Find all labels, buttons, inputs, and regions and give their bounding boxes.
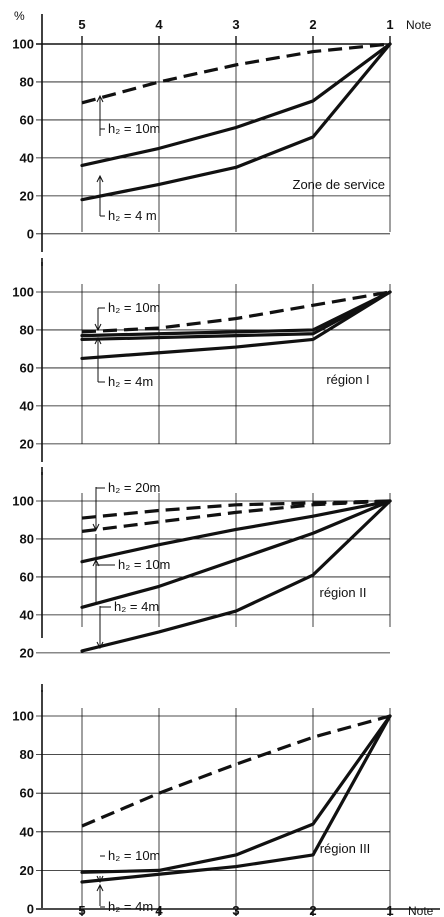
region-label: région I bbox=[326, 372, 369, 387]
annotation-arrow bbox=[96, 641, 104, 650]
region-label: région II bbox=[320, 585, 367, 600]
annotation-arrow bbox=[92, 558, 100, 567]
annotation-label: h₂ = 4 m bbox=[108, 208, 157, 223]
series-line bbox=[80, 290, 392, 361]
y-tick-label: 20 bbox=[20, 863, 34, 878]
series-line bbox=[81, 499, 391, 533]
x-tick-label-top: 1 bbox=[386, 17, 393, 32]
annotation-arrow bbox=[96, 174, 104, 183]
series-line bbox=[80, 499, 392, 653]
region-label: région III bbox=[320, 841, 371, 856]
y-tick-label: 60 bbox=[20, 786, 34, 801]
y-tick-label: 80 bbox=[20, 74, 34, 89]
annotation-arrow bbox=[96, 94, 104, 103]
y-tick-label: 80 bbox=[20, 747, 34, 762]
annotation-label: h₂ = 20m bbox=[108, 480, 160, 495]
series-line bbox=[80, 714, 392, 874]
x-tick-label-top: 4 bbox=[155, 17, 163, 32]
annotation-label: h₂ = 4m bbox=[108, 374, 153, 389]
annotation-label: h₂ = 10m bbox=[108, 121, 160, 136]
region-label: Zone de service bbox=[293, 177, 386, 192]
x-tick-label-bottom: 1 bbox=[386, 903, 393, 917]
y-tick-label: 20 bbox=[20, 645, 34, 660]
x-unit-label-top: Note bbox=[406, 18, 432, 32]
series-line bbox=[80, 42, 392, 168]
y-tick-label: 100 bbox=[12, 285, 34, 300]
y-tick-label: 60 bbox=[20, 360, 34, 375]
annotation-arrow bbox=[94, 336, 102, 345]
y-tick-label: 20 bbox=[20, 188, 34, 203]
annotation-arrow bbox=[92, 523, 100, 532]
y-tick-label: 80 bbox=[20, 322, 34, 337]
y-tick-label: 0 bbox=[27, 902, 34, 917]
series-line bbox=[80, 290, 392, 338]
y-tick-label: 60 bbox=[20, 112, 34, 127]
series-line bbox=[80, 714, 392, 884]
series-layer bbox=[80, 42, 392, 884]
x-tick-label-bottom: 5 bbox=[78, 903, 85, 917]
y-tick-label: 40 bbox=[20, 607, 34, 622]
annotation-label: h₂ = 4m bbox=[114, 599, 159, 614]
y-tick-label: 0 bbox=[27, 226, 34, 241]
y-tick-label: 100 bbox=[12, 494, 34, 509]
series-line bbox=[81, 714, 391, 828]
x-tick-label-top: 5 bbox=[78, 17, 85, 32]
x-unit-label-bottom: Note bbox=[408, 904, 434, 917]
annotation-label: h₂ = 10m bbox=[108, 848, 160, 863]
annotation-label: h₂ = 4m bbox=[108, 899, 153, 914]
annotation-arrow bbox=[96, 875, 104, 884]
annotation-layer bbox=[92, 94, 115, 908]
y-tick-label: 80 bbox=[20, 531, 34, 546]
x-tick-label-top: 2 bbox=[309, 17, 316, 32]
y-tick-label: 20 bbox=[20, 436, 34, 451]
series-line bbox=[80, 499, 392, 564]
series-line bbox=[80, 499, 392, 609]
y-tick-label: 40 bbox=[20, 398, 34, 413]
annotation-label: h₂ = 10m bbox=[108, 300, 160, 315]
annotation-label: h₂ = 10m bbox=[118, 557, 170, 572]
x-tick-label-bottom: 2 bbox=[309, 903, 316, 917]
y-tick-label: 100 bbox=[12, 709, 34, 724]
y-tick-label: 40 bbox=[20, 824, 34, 839]
x-tick-label-bottom: 3 bbox=[232, 903, 239, 917]
x-tick-label-top: 3 bbox=[232, 17, 239, 32]
y-tick-label: 60 bbox=[20, 569, 34, 584]
series-line bbox=[80, 42, 392, 202]
annotation-arrow bbox=[96, 883, 104, 892]
annotation-arrow bbox=[94, 323, 102, 332]
y-tick-label: 100 bbox=[12, 37, 34, 52]
y-unit-label: % bbox=[14, 9, 25, 23]
series-line bbox=[80, 290, 392, 342]
series-line bbox=[81, 290, 391, 334]
series-line bbox=[81, 42, 391, 105]
y-tick-label: 40 bbox=[20, 150, 34, 165]
x-tick-label-bottom: 4 bbox=[155, 903, 163, 917]
grid-layer bbox=[36, 14, 440, 916]
